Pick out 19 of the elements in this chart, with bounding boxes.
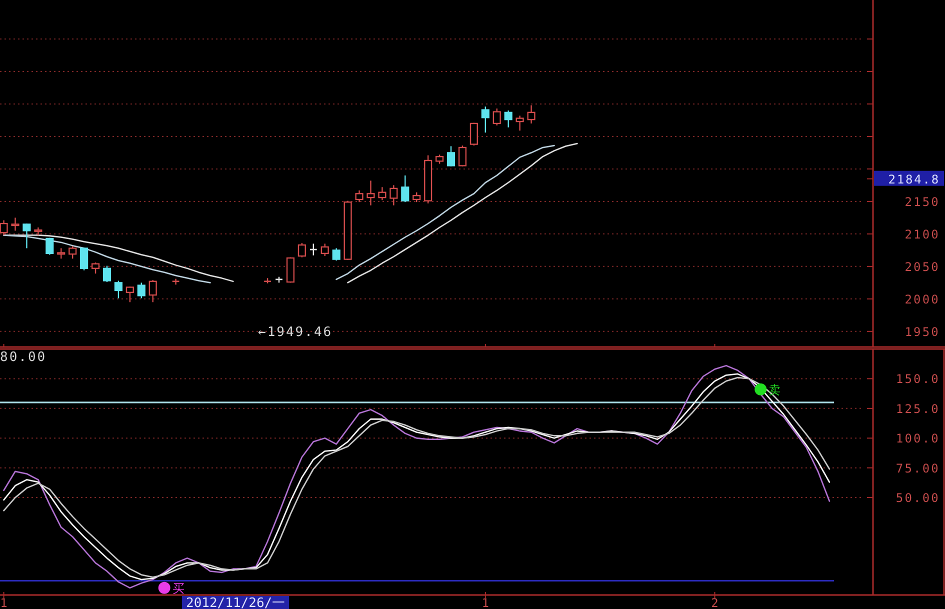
- y-tick-label: 150.0: [896, 372, 940, 386]
- y-tick-label: 2000: [904, 292, 940, 306]
- text: 2012/11/26/一: [186, 596, 286, 609]
- y-tick-label: 2050: [904, 260, 940, 274]
- y-tick-label: 100.0: [896, 432, 940, 446]
- y-tick-label: 2184.8: [888, 172, 940, 186]
- y-tick-label: 2100: [904, 227, 940, 242]
- series-label: 卖: [768, 382, 781, 397]
- y-tick-label: 125.0: [896, 402, 940, 416]
- series-label: 买: [172, 581, 184, 596]
- y-tick-label: 1950: [904, 324, 940, 339]
- y-tick-label: 2150: [904, 194, 940, 209]
- x-tick-label: 2: [711, 596, 718, 609]
- x-tick-label: 1: [0, 596, 8, 609]
- y-tick-label: 50.00: [896, 491, 940, 506]
- x-tick-label: 1: [482, 596, 490, 609]
- annotation: ←1949.46: [258, 325, 333, 340]
- y-tick-label: 75.00: [896, 461, 940, 476]
- annotation: 80.00: [0, 350, 47, 365]
